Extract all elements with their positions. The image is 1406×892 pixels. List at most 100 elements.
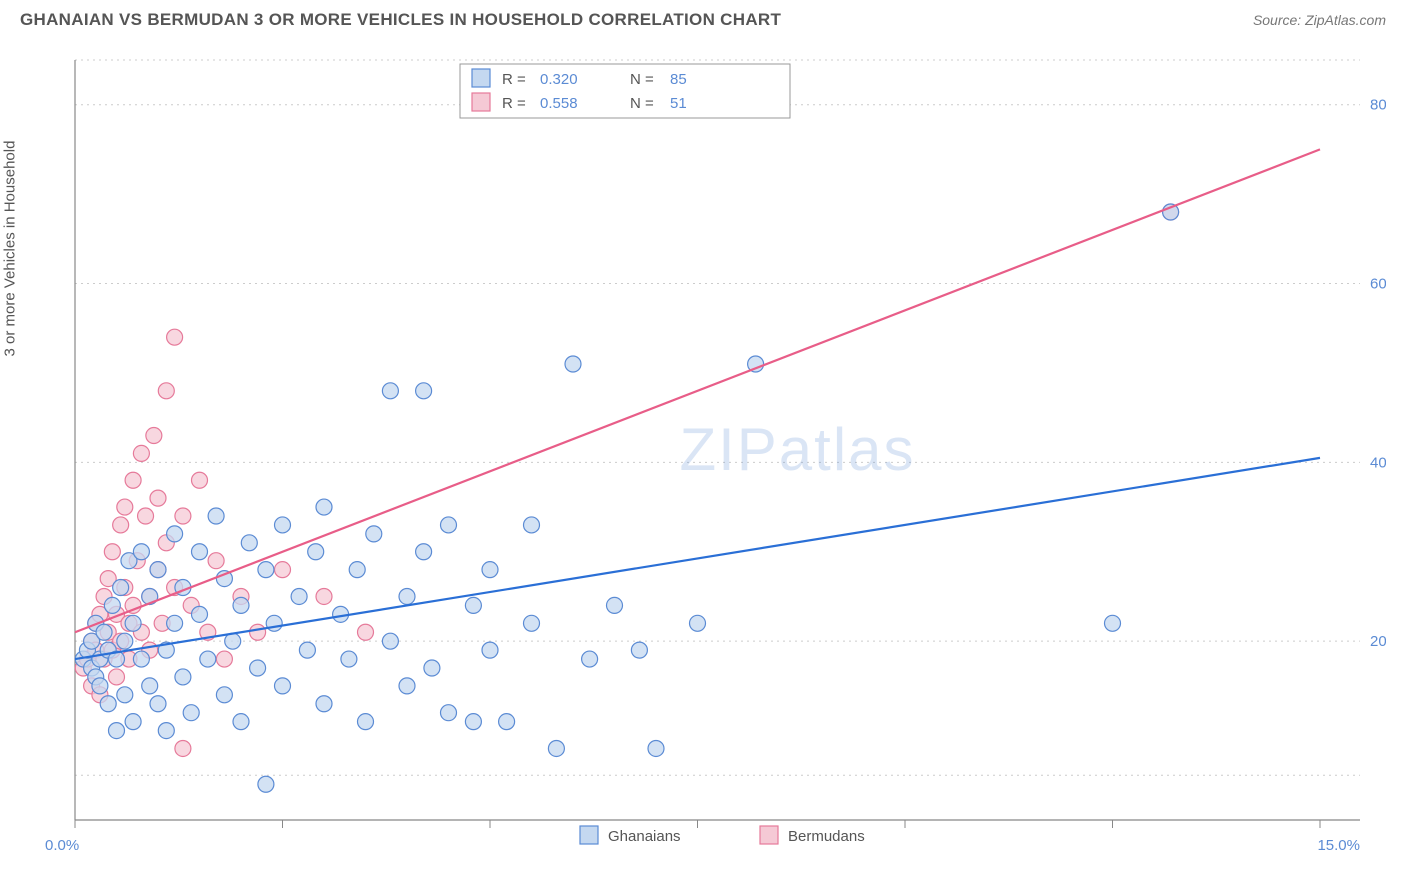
- data-point: [499, 714, 515, 730]
- data-point: [233, 597, 249, 613]
- data-point: [133, 445, 149, 461]
- data-point: [104, 544, 120, 560]
- data-point: [175, 508, 191, 524]
- scatter-chart: 0.0%15.0%20.0%40.0%60.0%80.0%ZIPatlasR =…: [20, 40, 1386, 872]
- data-point: [117, 499, 133, 515]
- data-point: [524, 517, 540, 533]
- legend-r-value: 0.320: [540, 71, 578, 88]
- data-point: [138, 508, 154, 524]
- data-point: [104, 597, 120, 613]
- legend-swatch: [472, 69, 490, 87]
- data-point: [92, 678, 108, 694]
- data-point: [150, 490, 166, 506]
- data-point: [299, 642, 315, 658]
- y-tick-label: 40.0%: [1370, 454, 1386, 471]
- data-point: [441, 517, 457, 533]
- source-prefix: Source:: [1253, 12, 1305, 28]
- data-point: [648, 740, 664, 756]
- data-point: [216, 651, 232, 667]
- data-point: [167, 526, 183, 542]
- trend-line: [75, 149, 1320, 632]
- data-point: [266, 615, 282, 631]
- data-point: [565, 356, 581, 372]
- y-tick-label: 60.0%: [1370, 276, 1386, 293]
- data-point: [200, 651, 216, 667]
- data-point: [109, 723, 125, 739]
- data-point: [416, 544, 432, 560]
- data-point: [548, 740, 564, 756]
- data-point: [133, 651, 149, 667]
- data-point: [117, 633, 133, 649]
- chart-header: GHANAIAN VS BERMUDAN 3 OR MORE VEHICLES …: [0, 0, 1406, 34]
- legend-series-label: Ghanaians: [608, 828, 681, 845]
- data-point: [465, 714, 481, 730]
- source-attribution: Source: ZipAtlas.com: [1253, 12, 1386, 28]
- data-point: [341, 651, 357, 667]
- data-point: [358, 714, 374, 730]
- data-point: [175, 740, 191, 756]
- data-point: [316, 588, 332, 604]
- data-point: [250, 660, 266, 676]
- legend-n-value: 51: [670, 95, 687, 112]
- chart-container: 3 or more Vehicles in Household 0.0%15.0…: [20, 40, 1386, 872]
- data-point: [424, 660, 440, 676]
- data-point: [316, 499, 332, 515]
- data-point: [117, 687, 133, 703]
- data-point: [150, 696, 166, 712]
- y-tick-label: 20.0%: [1370, 633, 1386, 650]
- data-point: [349, 562, 365, 578]
- data-point: [125, 615, 141, 631]
- data-point: [109, 669, 125, 685]
- data-point: [416, 383, 432, 399]
- data-point: [316, 696, 332, 712]
- data-point: [216, 687, 232, 703]
- data-point: [113, 517, 129, 533]
- data-point: [275, 562, 291, 578]
- data-point: [258, 776, 274, 792]
- data-point: [250, 624, 266, 640]
- data-point: [482, 642, 498, 658]
- data-point: [167, 329, 183, 345]
- data-point: [233, 714, 249, 730]
- data-point: [399, 588, 415, 604]
- x-tick-label: 15.0%: [1317, 837, 1360, 854]
- data-point: [275, 678, 291, 694]
- data-point: [158, 383, 174, 399]
- data-point: [465, 597, 481, 613]
- data-point: [258, 562, 274, 578]
- data-point: [631, 642, 647, 658]
- data-point: [358, 624, 374, 640]
- data-point: [275, 517, 291, 533]
- data-point: [482, 562, 498, 578]
- data-point: [133, 544, 149, 560]
- data-point: [382, 383, 398, 399]
- legend-r-label: R =: [502, 71, 526, 88]
- legend-n-label: N =: [630, 95, 654, 112]
- data-point: [192, 606, 208, 622]
- source-link[interactable]: ZipAtlas.com: [1305, 12, 1386, 28]
- data-point: [146, 428, 162, 444]
- data-point: [441, 705, 457, 721]
- data-point: [96, 624, 112, 640]
- data-point: [399, 678, 415, 694]
- chart-title: GHANAIAN VS BERMUDAN 3 OR MORE VEHICLES …: [20, 10, 781, 30]
- y-axis-title: 3 or more Vehicles in Household: [2, 141, 19, 357]
- data-point: [366, 526, 382, 542]
- watermark: ZIPatlas: [679, 416, 915, 483]
- data-point: [175, 669, 191, 685]
- data-point: [582, 651, 598, 667]
- x-tick-label: 0.0%: [45, 837, 79, 854]
- legend-n-value: 85: [670, 71, 687, 88]
- legend-series-label: Bermudans: [788, 828, 865, 845]
- data-point: [382, 633, 398, 649]
- data-point: [208, 508, 224, 524]
- data-point: [125, 714, 141, 730]
- data-point: [308, 544, 324, 560]
- legend-n-label: N =: [630, 71, 654, 88]
- data-point: [142, 678, 158, 694]
- legend-r-value: 0.558: [540, 95, 578, 112]
- data-point: [150, 562, 166, 578]
- data-point: [208, 553, 224, 569]
- legend-swatch: [760, 826, 778, 844]
- data-point: [241, 535, 257, 551]
